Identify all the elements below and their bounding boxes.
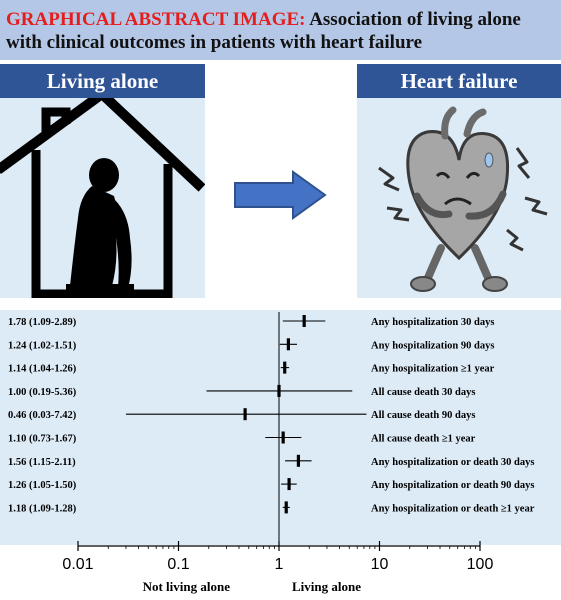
outcome-label-4: All cause death 90 days bbox=[371, 410, 475, 421]
right-arrow-icon bbox=[234, 170, 327, 220]
x-tick-label-1: 0.1 bbox=[167, 556, 189, 573]
forest-plot-background bbox=[0, 310, 561, 545]
outcome-label-8: Any hospitalization or death ≥1 year bbox=[371, 503, 535, 514]
living-alone-header: Living alone bbox=[0, 64, 205, 98]
right-caption: Living alone bbox=[292, 579, 361, 594]
point-estimate-4 bbox=[243, 408, 247, 421]
x-tick-label-3: 10 bbox=[371, 556, 389, 573]
ci-text-2: 1.14 (1.04-1.26) bbox=[8, 364, 77, 375]
outcome-label-3: All cause death 30 days bbox=[371, 387, 475, 398]
outcome-label-6: Any hospitalization or death 30 days bbox=[371, 457, 534, 468]
ci-text-0: 1.78 (1.09-2.89) bbox=[8, 317, 77, 328]
title-tag: GRAPHICAL ABSTRACT IMAGE: bbox=[6, 9, 306, 30]
x-tick-label-0: 0.01 bbox=[62, 556, 93, 573]
point-estimate-7 bbox=[287, 478, 291, 491]
ci-text-7: 1.26 (1.05-1.50) bbox=[8, 480, 77, 491]
ci-text-5: 1.10 (0.73-1.67) bbox=[8, 434, 77, 445]
outcome-label-2: Any hospitalization ≥1 year bbox=[371, 364, 495, 375]
x-tick-label-2: 1 bbox=[275, 556, 284, 573]
point-estimate-2 bbox=[283, 361, 287, 374]
x-tick-label-4: 100 bbox=[467, 556, 494, 573]
ci-text-6: 1.56 (1.15-2.11) bbox=[8, 457, 76, 468]
outcome-label-1: Any hospitalization 90 days bbox=[371, 340, 494, 351]
outcome-label-7: Any hospitalization or death 90 days bbox=[371, 480, 534, 491]
heart-failure-header: Heart failure bbox=[357, 64, 561, 98]
forest-plot: 1.78 (1.09-2.89) Any hospitalization 30 d… bbox=[0, 310, 561, 600]
ci-text-8: 1.18 (1.09-1.28) bbox=[8, 503, 77, 514]
point-estimate-3 bbox=[277, 384, 281, 397]
left-caption: Not living alone bbox=[143, 579, 231, 594]
ci-text-3: 1.00 (0.19-5.36) bbox=[8, 387, 77, 398]
house-silhouette-icon bbox=[0, 98, 205, 298]
ci-text-4: 0.46 (0.03-7.42) bbox=[8, 410, 77, 421]
title-text: Association of living alone with clinica… bbox=[6, 9, 521, 53]
point-estimate-6 bbox=[296, 454, 301, 467]
title-box: GRAPHICAL ABSTRACT IMAGE: Association of… bbox=[0, 0, 561, 60]
point-estimate-1 bbox=[286, 338, 290, 351]
forest-plot-svg: 1.78 (1.09-2.89) Any hospitalization 30 d… bbox=[8, 312, 535, 594]
point-estimate-5 bbox=[281, 431, 285, 444]
point-estimate-0 bbox=[302, 315, 306, 327]
ci-text-1: 1.24 (1.02-1.51) bbox=[8, 340, 77, 351]
outcome-label-5: All cause death ≥1 year bbox=[371, 434, 476, 445]
sick-heart-icon bbox=[378, 106, 548, 292]
point-estimate-8 bbox=[284, 501, 288, 514]
outcome-label-0: Any hospitalization 30 days bbox=[371, 317, 494, 328]
